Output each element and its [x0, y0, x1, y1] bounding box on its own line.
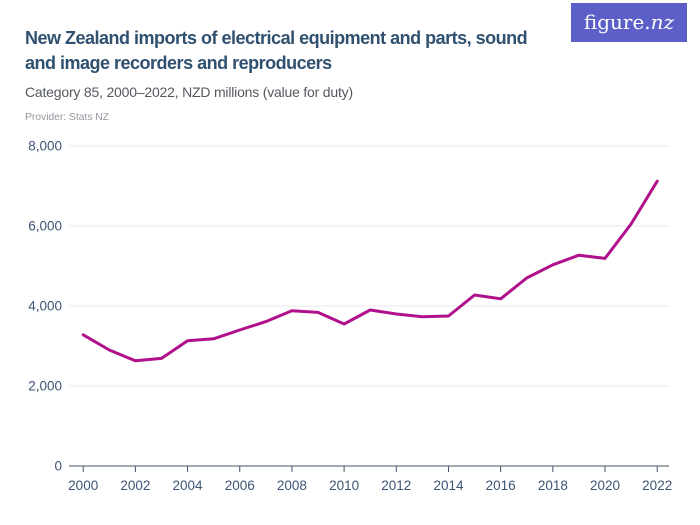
x-tick-label: 2014 — [433, 478, 464, 493]
x-tick-label: 2004 — [173, 478, 204, 493]
x-tick-label: 2006 — [225, 478, 255, 493]
chart-header: New Zealand imports of electrical equipm… — [25, 26, 585, 124]
data-line-imports — [81, 179, 659, 363]
y-tick-label: 4,000 — [28, 299, 62, 314]
provider-label: Provider: Stats NZ — [25, 111, 109, 123]
chart-subtitle: Category 85, 2000–2022, NZD millions (va… — [25, 84, 353, 100]
x-tick-label: 2010 — [329, 478, 359, 493]
x-tick-label: 2002 — [120, 478, 150, 493]
page-title-line-1: New Zealand imports of electrical equipm… — [25, 28, 528, 48]
logo-text-accent: nz — [650, 10, 675, 34]
y-tick-label: 6,000 — [28, 219, 62, 234]
x-tick-label: 2018 — [538, 478, 568, 493]
logo-text-main: figure. — [583, 10, 651, 34]
x-tick-label: 2008 — [277, 478, 307, 493]
logo-text: figure.nz — [584, 10, 674, 34]
y-tick-label: 0 — [54, 459, 62, 474]
page-title-line-2: and image recorders and reproducers — [25, 53, 332, 73]
x-tick-label: 2020 — [590, 478, 620, 493]
x-tick-label: 2012 — [381, 478, 411, 493]
x-tick-label: 2022 — [642, 478, 672, 493]
x-tick-label: 2000 — [68, 478, 98, 493]
figure-nz-logo[interactable]: figure.nz — [571, 3, 687, 42]
y-tick-label: 2,000 — [28, 379, 62, 394]
x-tick-label: 2016 — [486, 478, 516, 493]
y-tick-label: 8,000 — [28, 139, 62, 154]
